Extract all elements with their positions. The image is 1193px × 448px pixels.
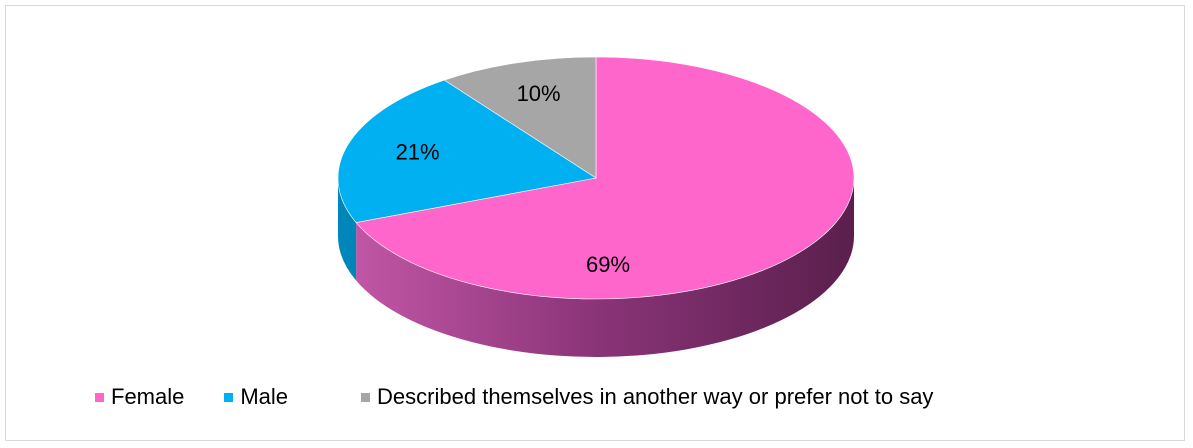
- legend-label-other: Described themselves in another way or p…: [377, 384, 934, 409]
- legend-label-male: Male: [240, 384, 289, 409]
- legend-swatch-male: [224, 392, 234, 402]
- pie-slice-male: [337, 79, 597, 223]
- data-label-other: 10%: [517, 81, 561, 106]
- pie-label-layer: 69% 21% 10%: [396, 81, 630, 277]
- pie-slice-female: [355, 56, 855, 300]
- data-label-male: 21%: [396, 140, 440, 165]
- pie-side-male: [338, 178, 357, 281]
- legend-item-other: Described themselves in another way or p…: [361, 384, 933, 410]
- pie-side-female: [356, 178, 854, 357]
- pie-slice-other: [443, 56, 597, 179]
- pie-top-layer: [337, 56, 855, 300]
- legend-label-female: Female: [111, 384, 185, 409]
- legend-item-male: Male: [224, 384, 288, 410]
- legend-swatch-female: [95, 392, 104, 402]
- legend-swatch-other: [361, 392, 371, 402]
- data-label-female: 69%: [586, 252, 630, 277]
- legend-item-female: Female: [95, 384, 184, 410]
- pie-side-layer: [338, 178, 854, 357]
- chart-legend: Female Male Described themselves in anot…: [95, 382, 933, 412]
